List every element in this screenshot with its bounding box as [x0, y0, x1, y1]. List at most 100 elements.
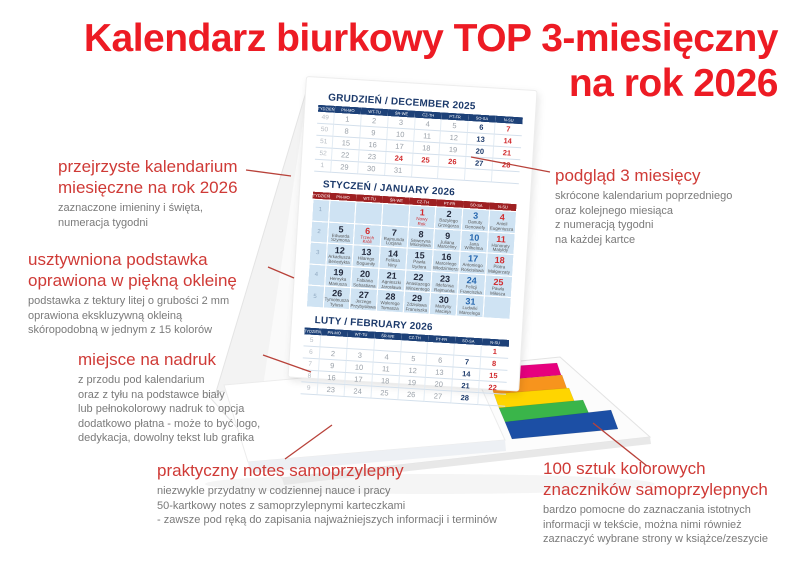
- annotation-podglad: podgląd 3 miesięcy skrócone kalendarium …: [555, 165, 732, 247]
- annotation-podstawka: usztywniona podstawka oprawiona w piękną…: [28, 249, 237, 338]
- annotation-heading: usztywniona podstawka oprawiona w piękną…: [28, 250, 237, 290]
- annotation-heading: praktyczny notes samoprzylepny: [157, 461, 404, 480]
- week-number: 1: [313, 159, 332, 173]
- date-cell: 14 Feliksa Niny: [378, 246, 407, 270]
- date-cell: 15 Pawła Izydora: [405, 248, 434, 272]
- date-cell: 30: [357, 161, 385, 176]
- annotation-body: skrócone kalendarium poprzedniego oraz k…: [555, 190, 733, 246]
- date-cell: 29 Zdzisława Franciszka: [402, 291, 431, 315]
- annotation-kalendarium: przejrzyste kalendarium miesięczne na ro…: [58, 156, 238, 230]
- nameday: Tomasza: [380, 305, 399, 312]
- date-cell: 9 Juliana Marceliny: [433, 228, 462, 252]
- date-cell: [411, 165, 439, 179]
- date-cell: [354, 201, 383, 225]
- date-cell: 12 Arkadiusza Benedykta: [325, 243, 354, 267]
- date-cell: 2 Bazylego Grzegorza: [434, 206, 463, 230]
- week-number: 51: [315, 135, 333, 149]
- date-cell: 30 Martyny Macieja: [429, 292, 458, 317]
- date-cell: 6 Trzech Króli: [353, 223, 382, 247]
- week-number: 7: [301, 357, 320, 371]
- january-table: TYDZIEŃ PN-MO WT-TU ŚR-WE CZ-TH PT-FR SO-SA N-S…: [305, 191, 517, 320]
- december-table: TYDZIEŃ PN-MO WT-TU ŚR-WE CZ-TH PT-FR SO-SA N-S…: [313, 104, 523, 184]
- panel-december: GRUDZIEŃ / DECEMBER 2025 TYDZIEŃ PN-MO WT-…: [313, 92, 524, 184]
- date-cell: 28 Walerego Tomasza: [376, 289, 405, 313]
- date-cell: 17 Antoniego Rościsława: [458, 251, 487, 275]
- nameday: Przybysława: [350, 303, 376, 310]
- date-cell: 27: [424, 389, 452, 403]
- date-cell: 8 Seweryna Mścisława: [406, 226, 435, 250]
- date-cell: 27 Jerzego Przybysława: [349, 288, 378, 312]
- date-cell: 29: [330, 160, 359, 174]
- date-cell: [437, 166, 466, 181]
- date-cell: 25: [370, 386, 399, 400]
- annotation-body: bardzo pomocne do zaznaczania istotnych …: [543, 504, 768, 545]
- week-number: 5: [305, 285, 325, 308]
- page-title-line1: Kalendarz biurkowy TOP 3-miesięczny: [83, 17, 779, 60]
- week-number: 3: [308, 242, 327, 265]
- week-number: 8: [300, 369, 319, 383]
- date-cell: 24 Felicji Franciszka: [457, 272, 486, 297]
- week-number: 52: [314, 147, 333, 161]
- date-cell: 26 Tymoteusza Tytusa: [322, 286, 351, 310]
- date-cell: 16 Marcelego Włodzimierza: [432, 249, 461, 273]
- date-cell: 26: [397, 387, 425, 402]
- february-table: TYDZIEŃ PN-MO WT-TU ŚR-WE CZ-TH PT-FR SO-SA N-S…: [300, 327, 509, 407]
- date-cell: 31 Ludwiki Marcelego: [456, 294, 485, 318]
- annotation-nadruk: miejsce na nadruk z przodu pod kalendari…: [78, 349, 260, 446]
- callout-line-notes: [284, 424, 333, 460]
- week-number: 2: [309, 220, 329, 244]
- nameday: Macieja: [435, 308, 451, 315]
- calendar-card: GRUDZIEŃ / DECEMBER 2025 TYDZIEŃ PN-MO WT-…: [287, 76, 538, 407]
- week-number: 5: [303, 334, 321, 347]
- date-cell: [464, 168, 493, 183]
- annotation-heading: miejsce na nadruk: [78, 350, 216, 369]
- date-cell: 24: [343, 384, 372, 399]
- panel-january: STYCZEŃ / JANUARY 2026 TYDZIEŃ PN-MO WT-TU…: [305, 179, 517, 320]
- week-number: 50: [315, 123, 334, 137]
- date-cell: 23 Ildefonsa Rajmunda: [430, 271, 459, 295]
- date-cell: 3 Danuty Genowefy: [461, 208, 490, 232]
- annotation-znaczniki: 100 sztuk kolorowych znaczników samoprzy…: [543, 458, 768, 547]
- week-number: 1: [311, 199, 330, 222]
- week-number: 9: [300, 381, 318, 395]
- annotation-heading: przejrzyste kalendarium miesięczne na ro…: [58, 157, 238, 197]
- week-number: 4: [307, 263, 326, 287]
- callout-line-podstawka: [267, 266, 295, 279]
- date-cell: 21 Agnieszki Jarosława: [377, 268, 406, 292]
- date-cell: [491, 170, 520, 184]
- date-cell: 11 Honoraty Matyldy: [486, 231, 515, 255]
- date-cell: 1 Nowy Rok: [408, 205, 437, 229]
- date-cell: 23: [317, 382, 345, 397]
- annotation-heading: 100 sztuk kolorowych znaczników samoprzy…: [543, 459, 768, 499]
- date-cell: 20 Fabiana Sebastiana: [350, 266, 379, 290]
- annotation-heading: podgląd 3 miesięcy: [555, 166, 701, 185]
- date-cell: 18 Piotra Małgorzaty: [485, 253, 514, 277]
- page-title-line2: na rok 2026: [568, 62, 779, 105]
- date-cell: 25 Pawła Miłosza: [484, 274, 513, 298]
- annotation-body: z przodu pod kalendarium oraz z tyłu na …: [78, 374, 261, 444]
- page-marker-green: [498, 399, 591, 423]
- date-cell: [328, 200, 357, 224]
- page-marker-blue: [504, 409, 619, 440]
- page-marker-yellow: [493, 387, 576, 409]
- annotation-body: podstawka z tektury litej o grubości 2 m…: [28, 295, 230, 336]
- date-cell: [477, 392, 506, 407]
- panel-february: LUTY / FEBRUARY 2026 TYDZIEŃ PN-MO WT-TU ŚR…: [300, 314, 510, 407]
- date-cell: 31: [384, 163, 412, 178]
- date-cell: [482, 296, 511, 320]
- annotation-body: zaznaczone imieniny i święta, numeracja …: [58, 202, 203, 229]
- week-number: 49: [316, 111, 335, 125]
- week-number: 6: [302, 345, 320, 359]
- annotation-notes: praktyczny notes samoprzylepny niezwykle…: [157, 460, 497, 528]
- nameday: Marcelego: [459, 309, 481, 317]
- page-title: Kalendarz biurkowy TOP 3-miesięczny na r…: [83, 16, 779, 106]
- date-cell: 4 Anieli Eugeniusza: [488, 209, 517, 234]
- date-cell: 19 Henryka Mariusza: [324, 264, 353, 289]
- date-cell: [381, 203, 410, 227]
- annotation-body: niezwykle przydatny w codziennej nauce i…: [157, 485, 497, 526]
- date-cell: 7 Rajmunda Lucjana: [380, 224, 409, 249]
- date-cell: 22 Anastazego Wincentego: [404, 269, 433, 293]
- date-cell: 13 Hilarego Bogumiły: [352, 244, 381, 269]
- date-cell: 5 Edwarda Szymona: [326, 221, 355, 245]
